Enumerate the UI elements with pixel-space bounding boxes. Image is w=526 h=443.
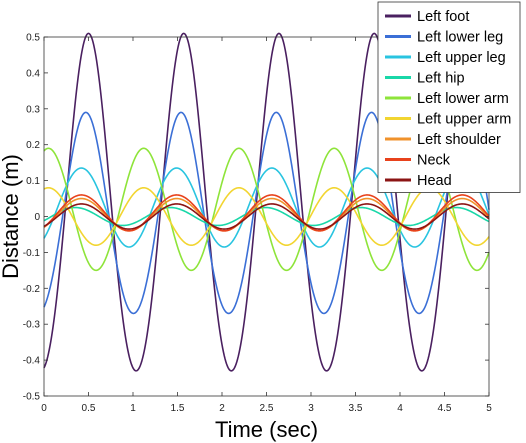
x-tick-label: 1 <box>130 403 136 414</box>
legend-items: Left foot Left lower leg Left upper leg Lef… <box>385 9 511 189</box>
series-line-0 <box>43 32 490 372</box>
series-line-2 <box>43 167 490 248</box>
legend: Left foot Left lower leg Left upper leg Lef… <box>377 1 521 193</box>
y-tick-label: -0.2 <box>23 284 41 295</box>
x-tick-label: 1.5 <box>171 403 185 414</box>
x-tick-label: 0 <box>41 403 47 414</box>
legend-label-8: Head <box>417 173 452 189</box>
legend-label-7: Neck <box>417 153 451 169</box>
ticks-layer: 0 0.5 1 1.5 2 2.5 3 3.5 4 4.5 5 -0.5 -0.4 -0.3 -0.2 -0.… <box>23 33 492 415</box>
series-line-1 <box>43 111 490 315</box>
x-tick-label: 2 <box>219 403 225 414</box>
legend-label-2: Left upper leg <box>417 50 506 66</box>
x-tick-label: 4 <box>397 403 403 414</box>
y-tick-label: 0.1 <box>26 176 40 187</box>
x-tick-label: 2.5 <box>260 403 274 414</box>
legend-label-5: Left upper arm <box>417 112 511 128</box>
x-tick-label: 5 <box>486 403 492 414</box>
y-tick-label: 0.3 <box>26 104 40 115</box>
y-tick-label: -0.5 <box>23 392 41 403</box>
x-tick-label: 3 <box>308 403 314 414</box>
y-tick-label: 0 <box>34 212 40 223</box>
legend-label-0: Left foot <box>417 9 469 25</box>
legend-label-6: Left shoulder <box>417 132 501 148</box>
legend-label-4: Left lower arm <box>417 91 509 107</box>
legend-label-3: Left hip <box>417 71 465 87</box>
y-tick-label: -0.3 <box>23 320 41 331</box>
y-tick-label: -0.4 <box>23 356 41 367</box>
x-tick-label: 4.5 <box>438 403 452 414</box>
y-tick-label: -0.1 <box>23 248 41 259</box>
x-tick-label: 3.5 <box>349 403 363 414</box>
x-axis-label: Time (sec) <box>215 417 318 442</box>
series-line-8 <box>43 203 490 230</box>
legend-label-1: Left lower leg <box>417 30 503 46</box>
y-tick-label: 0.2 <box>26 140 40 151</box>
series-line-5 <box>43 186 490 247</box>
series-line-3 <box>43 206 490 227</box>
series-layer <box>43 32 490 372</box>
y-axis-label: Distance (m) <box>0 154 23 279</box>
x-tick-label: 0.5 <box>82 403 96 414</box>
y-tick-label: 0.5 <box>26 33 40 44</box>
y-tick-label: 0.4 <box>26 68 40 79</box>
